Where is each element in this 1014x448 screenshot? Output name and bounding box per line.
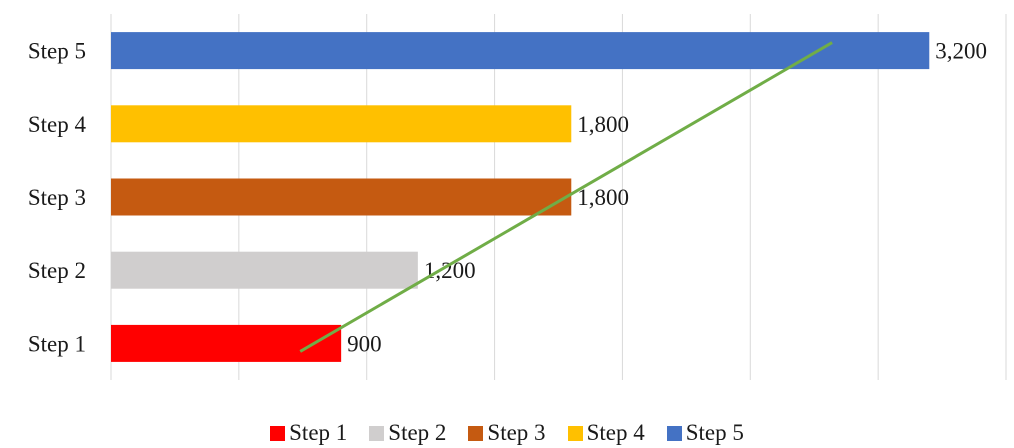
category-label: Step 5 [28,39,86,64]
legend-swatch [468,425,484,441]
category-label: Step 2 [28,258,86,283]
legend-item: Step 2 [369,418,446,448]
category-label: Step 3 [28,185,86,210]
legend-label: Step 4 [586,420,645,445]
legend-swatch [369,425,385,441]
bar-step-3 [111,178,572,216]
category-label: Step 1 [28,331,86,356]
bar-step-2 [111,251,418,289]
legend-swatch [270,425,286,441]
data-label: 1,200 [424,258,476,283]
bars [111,32,930,362]
data-label: 3,200 [935,39,987,64]
legend-item: Step 4 [567,418,645,448]
legend-label: Step 2 [388,420,447,445]
legend-swatch [567,425,583,441]
data-label: 900 [347,331,382,356]
data-label: 1,800 [577,185,629,210]
bar-chart: Step 1 900 Step 2 1,200 Step 3 1,800 Step 4 1,8… [28,14,1007,380]
trendline-layer [299,41,833,353]
legend-label: Step 3 [487,420,546,445]
legend-label: Step 1 [289,420,348,445]
bar-step-5 [111,32,930,70]
legend-item: Step 3 [468,418,546,448]
category-label: Step 4 [28,112,87,137]
legend-item: Step 5 [666,418,744,448]
legend-label: Step 5 [685,420,744,445]
legend-item: Step 1 [270,418,347,448]
legend-swatch [666,425,682,441]
bar-step-4 [111,105,572,143]
data-label: 1,800 [577,112,629,137]
trendline [299,41,833,353]
bar-step-1 [111,324,342,362]
legend: Step 1 Step 2 Step 3 Step 4 Step 5 [0,418,1014,448]
labels: Step 1 900 Step 2 1,200 Step 3 1,800 Step 4 1,8… [28,39,987,357]
